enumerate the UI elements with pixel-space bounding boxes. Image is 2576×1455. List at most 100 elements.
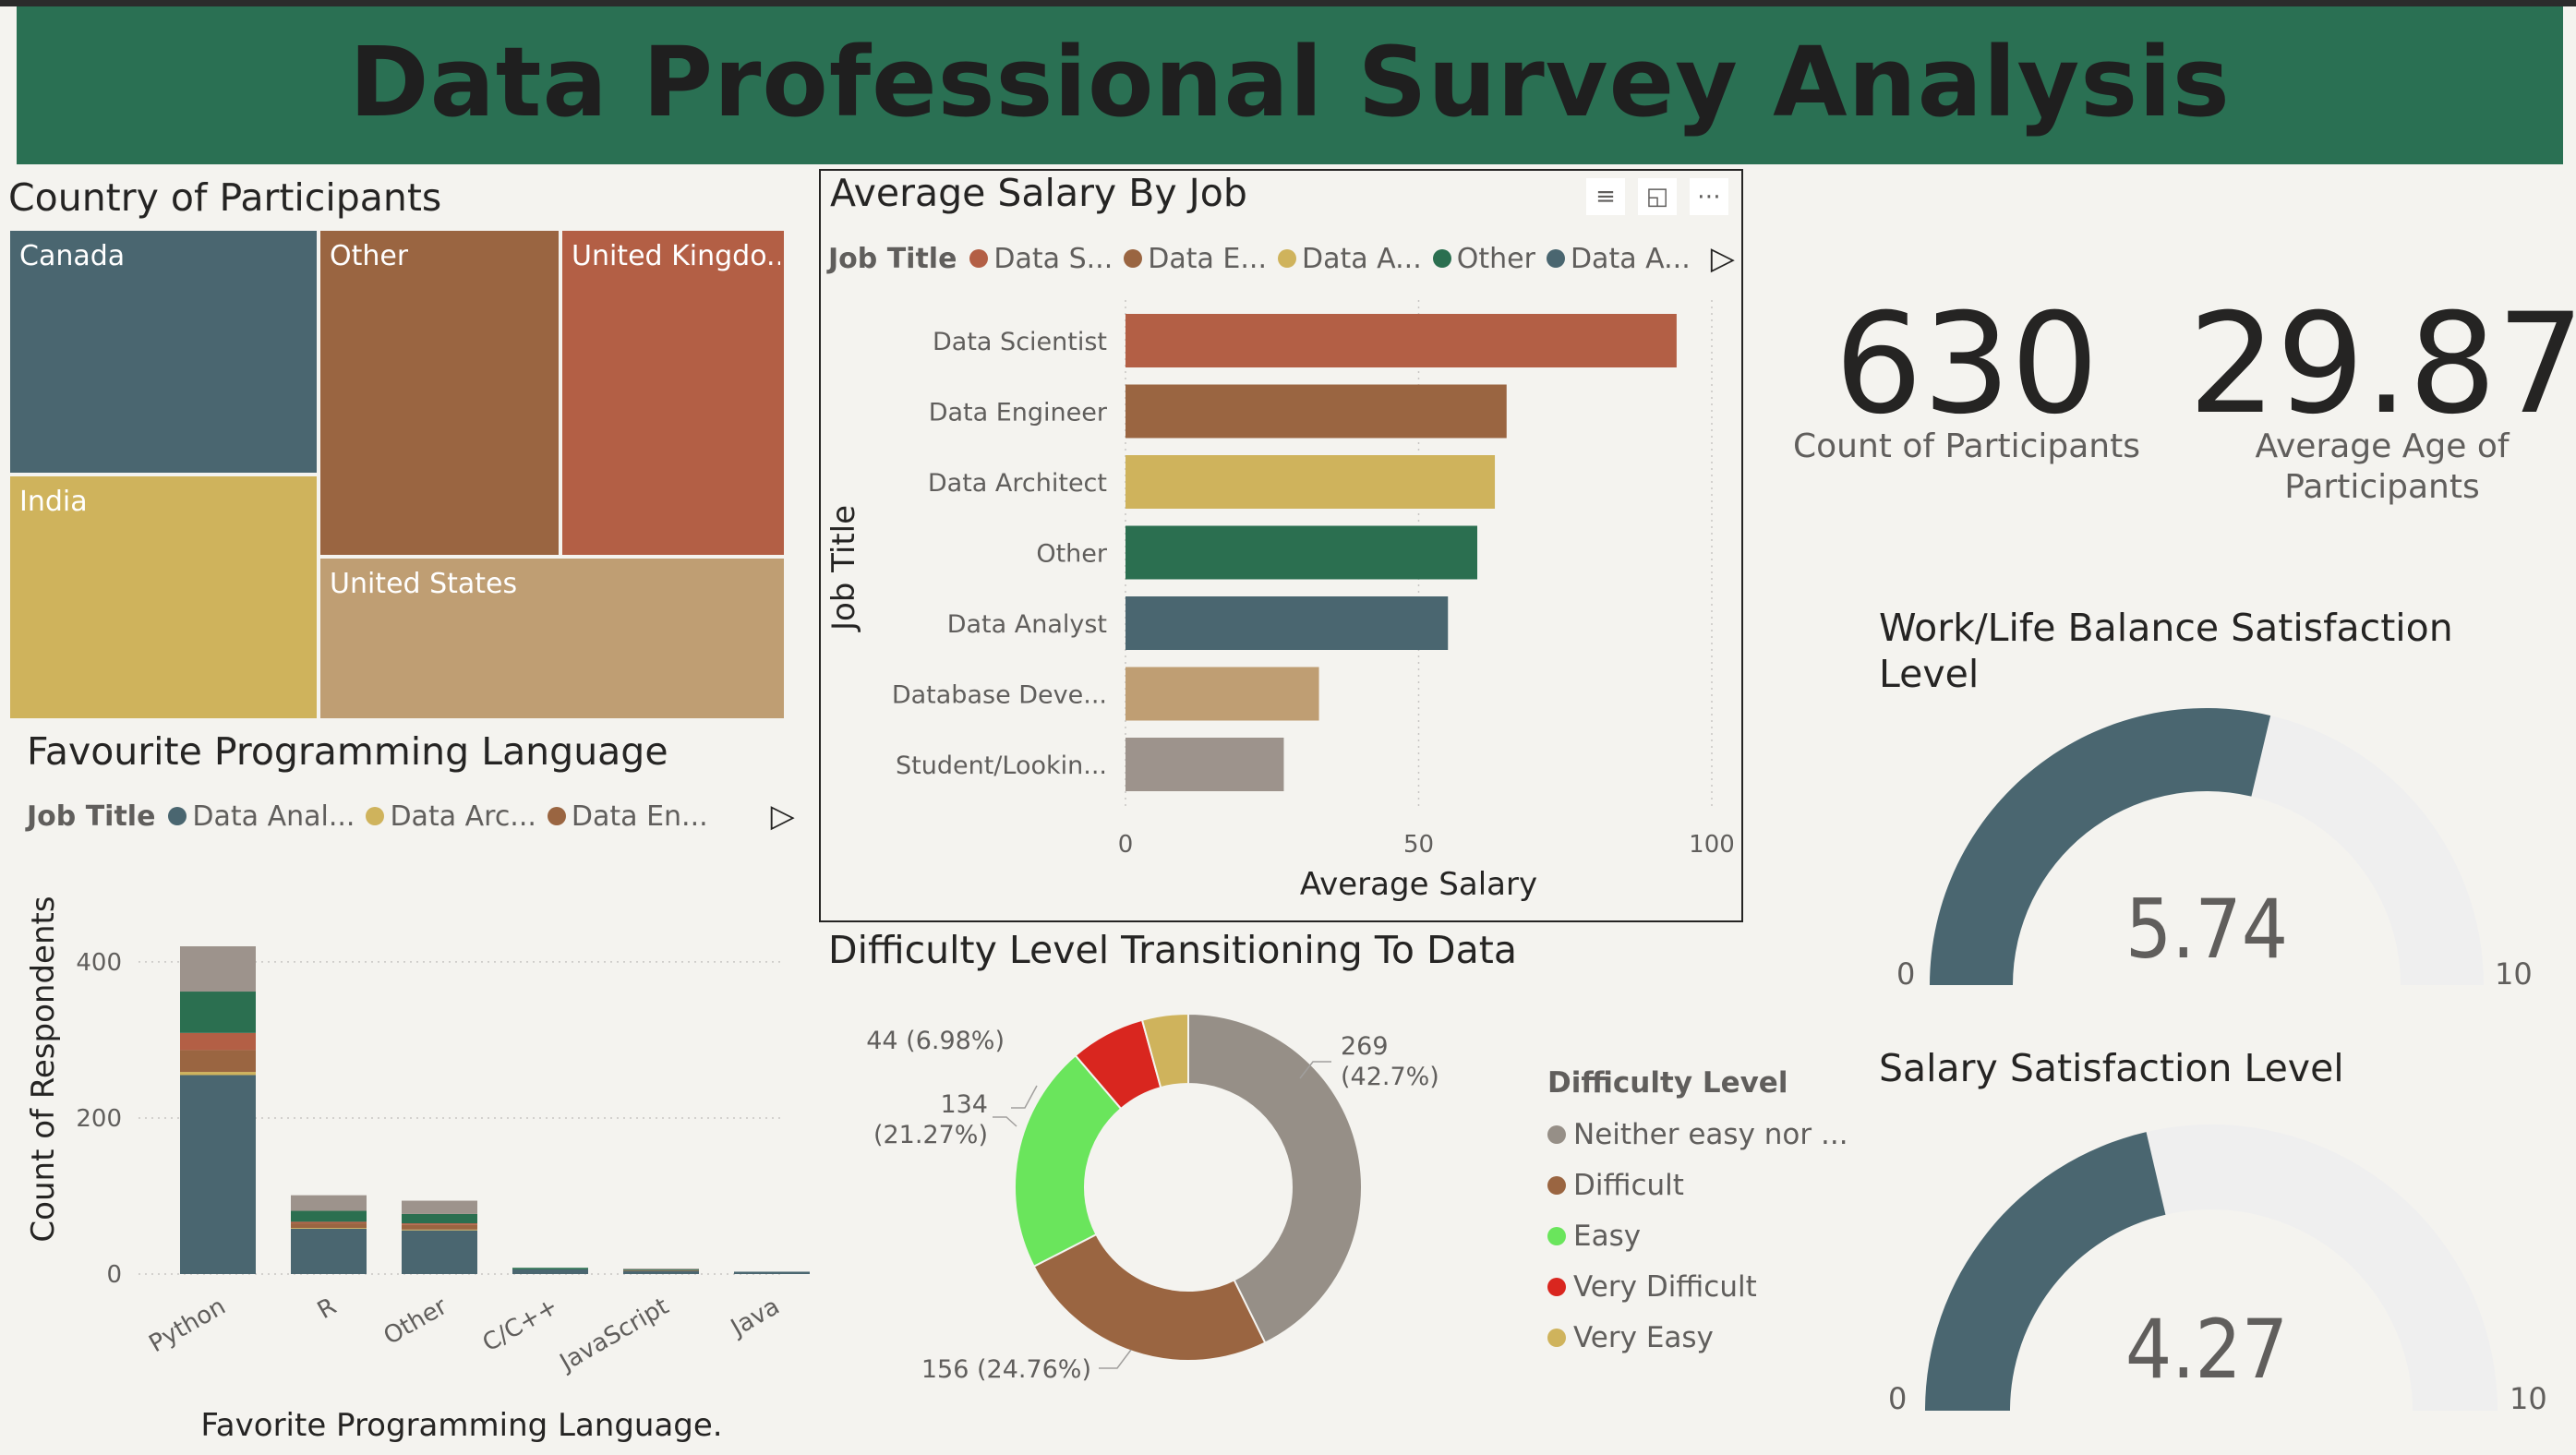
stacked-bar-segment [291, 1221, 367, 1224]
legend-item[interactable]: Easy [1547, 1210, 1848, 1261]
bar [1125, 525, 1477, 580]
legend-item[interactable]: Very Easy [1547, 1312, 1848, 1363]
stacked-bar-segment [402, 1224, 477, 1230]
salary-chart-title: Average Salary By Job [830, 171, 1247, 215]
gauge-max-label: 10 [2510, 1381, 2547, 1416]
legend-label: Neither easy nor ... [1573, 1117, 1848, 1151]
x-tick-label: JavaScript [554, 1293, 674, 1377]
legend-item[interactable]: Data A... [1546, 243, 1691, 275]
average-age-value: 29.87 [2188, 284, 2576, 445]
focus-mode-icon[interactable]: ◱ [1638, 178, 1677, 215]
legend-item[interactable]: Difficult [1547, 1160, 1848, 1210]
stacked-bar-segment [402, 1200, 477, 1214]
legend-label: Data En... [571, 800, 708, 833]
legend-label: Very Difficult [1573, 1269, 1757, 1304]
leader-line [1011, 1085, 1038, 1109]
more-options-icon[interactable]: ⋯ [1690, 178, 1728, 215]
country-treemap[interactable]: Canada Other United Kingdo... India Unit… [8, 229, 786, 720]
stacked-bar-segment [402, 1213, 477, 1224]
legend-dot [168, 807, 187, 825]
salary-visual-container[interactable]: Average Salary By Job ≡ ◱ ⋯ Job Title Da… [819, 169, 1743, 922]
stacked-bar-segment [623, 1269, 699, 1271]
stacked-bar-segment [291, 1228, 367, 1274]
salary-satisfaction-gauge [1925, 1124, 2498, 1411]
legend-dot [969, 249, 989, 268]
y-tick-label: 400 [76, 949, 122, 977]
legend-item[interactable]: Data E... [1124, 243, 1267, 275]
legend-item[interactable]: Data Anal... [168, 800, 355, 833]
legend-title: Difficulty Level [1547, 1066, 1788, 1100]
x-axis-title: Favorite Programming Language. [200, 1407, 722, 1444]
salary-gauge-value: 4.27 [2125, 1302, 2289, 1397]
legend-dot [1547, 1328, 1566, 1347]
bar [1125, 455, 1496, 509]
salary-gauge-title: Salary Satisfaction Level [1879, 1046, 2344, 1090]
legend-label: Data S... [993, 242, 1113, 275]
legend-label: Other [1456, 242, 1535, 275]
legend-item[interactable]: Other [1432, 242, 1535, 275]
legend-next-arrow-icon[interactable]: ▷ [1710, 240, 1735, 277]
data-label: 134 [940, 1090, 988, 1119]
stacked-bar-segment [734, 1271, 810, 1274]
treemap-tile-united-kingdom[interactable]: United Kingdo... [560, 229, 786, 557]
treemap-tile-other[interactable]: Other [319, 229, 560, 557]
work-life-gauge-title: Work/Life Balance Satisfaction Level [1879, 606, 2453, 696]
gauge-fill [1925, 1132, 2166, 1411]
y-tick-label: Other [1036, 540, 1108, 569]
legend-dot [1432, 249, 1451, 268]
legend-item[interactable]: Data En... [547, 800, 708, 833]
difficulty-donut-chart: 269(42.7%) 44 (6.98%) 134(21.27%) 156 (24.7… [866, 1012, 1439, 1384]
treemap-tile-canada[interactable]: Canada [8, 229, 319, 475]
legend-label: Data Anal... [192, 800, 355, 833]
filter-icon[interactable]: ≡ [1586, 178, 1625, 215]
x-tick-label: Python [144, 1293, 230, 1358]
treemap-tile-india[interactable]: India [8, 475, 319, 720]
legend-item[interactable]: Very Difficult [1547, 1261, 1848, 1312]
treemap-tile-united-states[interactable]: United States [319, 557, 786, 720]
stacked-bar-segment [180, 992, 256, 1033]
difficulty-legend: Difficulty Level Neither easy nor ... Di… [1547, 1066, 1848, 1363]
gauge-min-label: 0 [1888, 1381, 1908, 1416]
legend-title: Job Title [27, 800, 156, 833]
stacked-bar-segment [180, 946, 256, 992]
donut-slice [1014, 1053, 1123, 1269]
salary-legend: Job Title Data S... Data E... Data A... … [828, 240, 1735, 277]
treemap-tile-label: India [19, 486, 88, 518]
bar [1125, 314, 1677, 367]
salary-bar-chart: 0 50 100 Data Scientist Data Engineer Data Ar… [825, 300, 1735, 903]
bar [1125, 667, 1319, 721]
legend-dot [1547, 1124, 1566, 1144]
visual-header-icons: ≡ ◱ ⋯ [1586, 178, 1728, 215]
bar [1125, 596, 1449, 650]
language-legend: Job Title Data Anal... Data Arc... Data … [27, 798, 795, 835]
leader-line [993, 1116, 1017, 1127]
legend-item[interactable]: Data S... [969, 243, 1113, 275]
stacked-bar-segment [291, 1228, 367, 1229]
legend-item[interactable]: Data Arc... [366, 800, 536, 833]
legend-item[interactable]: Neither easy nor ... [1547, 1109, 1848, 1160]
legend-dot [1546, 249, 1565, 268]
x-tick-label: Other [379, 1293, 452, 1351]
treemap-tile-label: Other [330, 240, 409, 272]
work-life-gauge-value: 5.74 [2125, 882, 2289, 977]
language-chart-title: Favourite Programming Language [27, 729, 668, 774]
stacked-bar-segment [512, 1269, 588, 1274]
data-label: 44 (6.98%) [866, 1027, 1005, 1055]
legend-label: Data E... [1148, 242, 1267, 275]
work-life-gauge [1930, 708, 2484, 985]
y-tick-label: Database Deve... [892, 681, 1107, 710]
legend-item[interactable]: Data A... [1277, 243, 1422, 275]
legend-next-arrow-icon[interactable]: ▷ [770, 798, 795, 835]
x-tick-label: C/C++ [478, 1293, 563, 1357]
legend-label: Difficult [1573, 1168, 1684, 1202]
x-tick-label: 50 [1403, 831, 1434, 859]
stacked-bar-segment [402, 1229, 477, 1231]
x-tick-label: 100 [1689, 831, 1735, 859]
donut-slice [1187, 1012, 1363, 1344]
y-tick-label: Data Scientist [933, 328, 1107, 356]
stacked-bar-segment [291, 1210, 367, 1222]
report-header: Data Professional Survey Analysis [17, 6, 2563, 164]
stacked-bar-segment [180, 1050, 256, 1073]
treemap-tile-label: United Kingdo... [572, 240, 780, 272]
legend-dot [366, 807, 385, 825]
